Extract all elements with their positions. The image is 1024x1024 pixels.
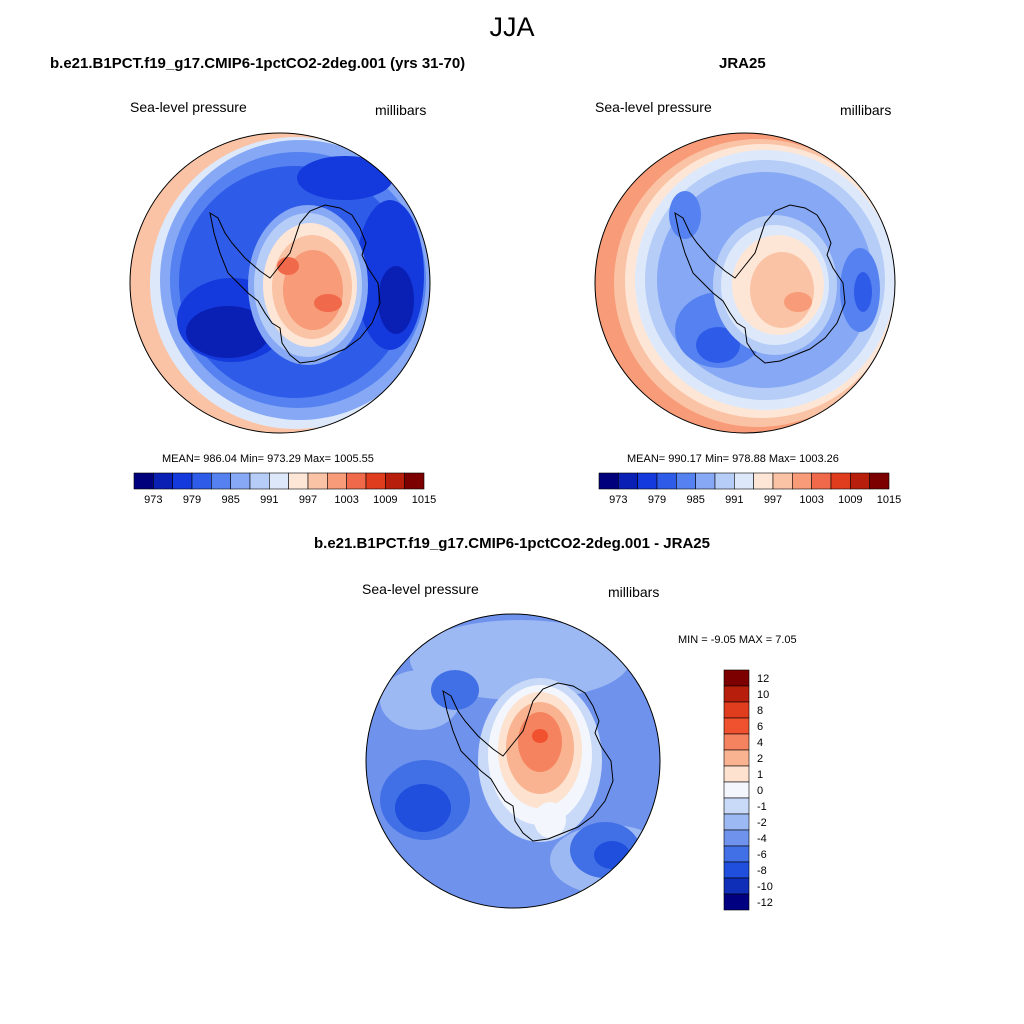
colorbar3-cell <box>723 669 750 687</box>
map-panel3 <box>366 614 660 908</box>
colorbar2-cell <box>869 472 890 490</box>
colorbar3-cell <box>723 733 750 751</box>
panel2-field-label: Sea-level pressure <box>595 99 712 115</box>
colorbar3-tick-label: 1 <box>757 769 763 781</box>
colorbar1-cell <box>153 472 173 490</box>
colorbar2-cell <box>753 472 774 490</box>
colorbar1-cell <box>288 472 309 490</box>
colorbar2-tick-label: 997 <box>764 494 782 506</box>
colorbar3-tick-label: -1 <box>757 801 767 813</box>
map-panel2 <box>595 133 895 433</box>
colorbar3-tick-label: -10 <box>757 881 773 893</box>
season-title: JJA <box>489 12 535 42</box>
colorbar1-cell <box>385 472 405 490</box>
colorbar3-tick-label: 4 <box>757 737 763 749</box>
panel2-title: JRA25 <box>719 55 766 72</box>
colorbar2-tick-label: 1015 <box>877 494 901 506</box>
colorbar2-cell <box>811 472 832 490</box>
colorbar3-cell <box>723 765 750 783</box>
panel3-stats: MIN = -9.05 MAX = 7.05 <box>678 634 797 646</box>
panel3-title: b.e21.B1PCT.f19_g17.CMIP6-1pctCO2-2deg.0… <box>314 535 710 552</box>
colorbar2-cell <box>850 472 870 490</box>
colorbar2-cell <box>676 472 696 490</box>
colorbar1-cell <box>133 472 154 490</box>
colorbar1-cell <box>230 472 251 490</box>
colorbar3-cell <box>723 685 750 703</box>
colorbar3-cell <box>723 893 750 911</box>
colorbar3-tick-label: -2 <box>757 817 767 829</box>
colorbar1-cell <box>172 472 193 490</box>
colorbar2-tick-label: 979 <box>648 494 666 506</box>
colorbar3-cell <box>723 717 750 735</box>
panel1-stats: MEAN= 986.04 Min= 973.29 Max= 1005.55 <box>162 453 374 465</box>
colorbar2-tick-label: 985 <box>686 494 704 506</box>
panel1-field-label: Sea-level pressure <box>130 99 247 115</box>
colorbar2-cell <box>637 472 658 490</box>
colorbar2-cell <box>792 472 812 490</box>
colorbar2-cell <box>714 472 735 490</box>
colorbar3-cell <box>723 877 750 895</box>
colorbar1-cell <box>404 472 425 490</box>
colorbar3-cell <box>723 797 750 815</box>
panel2-units-label: millibars <box>840 102 892 118</box>
colorbar1-cell <box>249 472 270 490</box>
colorbar2-tick-label: 973 <box>609 494 627 506</box>
colorbar3-cell <box>723 861 750 879</box>
colorbar3-tick-label: 2 <box>757 753 763 765</box>
colorbar3-tick-label: -6 <box>757 849 767 861</box>
colorbar3-tick-label: -4 <box>757 833 767 845</box>
colorbar2-cell <box>772 472 793 490</box>
colorbar2-tick-label: 991 <box>725 494 743 506</box>
colorbar3-tick-label: 10 <box>757 689 769 701</box>
colorbar3-cell <box>723 845 750 863</box>
colorbar1-tick-label: 1015 <box>412 494 436 506</box>
colorbar1-tick-label: 1009 <box>373 494 397 506</box>
colorbar3-cell <box>723 701 750 719</box>
colorbar3-tick-label: 12 <box>757 673 769 685</box>
colorbar2-tick-label: 1009 <box>838 494 862 506</box>
panel1-units-label: millibars <box>375 102 427 118</box>
colorbar3-tick-label: -8 <box>757 865 767 877</box>
colorbar3-tick-label: 0 <box>757 785 763 797</box>
colorbar1-cell <box>211 472 231 490</box>
colorbar1-tick-label: 997 <box>299 494 317 506</box>
colorbar1-cell <box>269 472 289 490</box>
map-panel1 <box>130 133 430 433</box>
colorbar1-tick-label: 985 <box>221 494 239 506</box>
colorbar1-cell <box>346 472 367 490</box>
colorbar1-cell <box>365 472 386 490</box>
colorbar2-cell <box>598 472 619 490</box>
colorbar2-cell <box>656 472 677 490</box>
colorbar3-tick-label: -12 <box>757 897 773 909</box>
colorbar3-cell <box>723 813 750 831</box>
colorbar1-tick-label: 973 <box>144 494 162 506</box>
colorbar2-cell <box>695 472 716 490</box>
colorbar2-tick-label: 1003 <box>799 494 823 506</box>
colorbar3-cell <box>723 829 750 847</box>
colorbar1-cell <box>191 472 212 490</box>
colorbar3-cell <box>723 781 750 799</box>
panel3-field-label: Sea-level pressure <box>362 581 479 597</box>
colorbar3-tick-label: 8 <box>757 705 763 717</box>
colorbar1-tick-label: 1003 <box>334 494 358 506</box>
colorbar1-cell <box>307 472 328 490</box>
panel1-title: b.e21.B1PCT.f19_g17.CMIP6-1pctCO2-2deg.0… <box>50 55 466 72</box>
colorbar1-tick-label: 979 <box>183 494 201 506</box>
colorbar1-tick-label: 991 <box>260 494 278 506</box>
colorbar3-cell <box>723 749 750 767</box>
colorbar3-tick-label: 6 <box>757 721 763 733</box>
colorbar2-cell <box>734 472 754 490</box>
colorbar1-cell <box>327 472 347 490</box>
panel3-units-label: millibars <box>608 584 660 600</box>
panel2-stats: MEAN= 990.17 Min= 978.88 Max= 1003.26 <box>627 453 839 465</box>
colorbar2-cell <box>618 472 638 490</box>
colorbar2-cell <box>830 472 851 490</box>
